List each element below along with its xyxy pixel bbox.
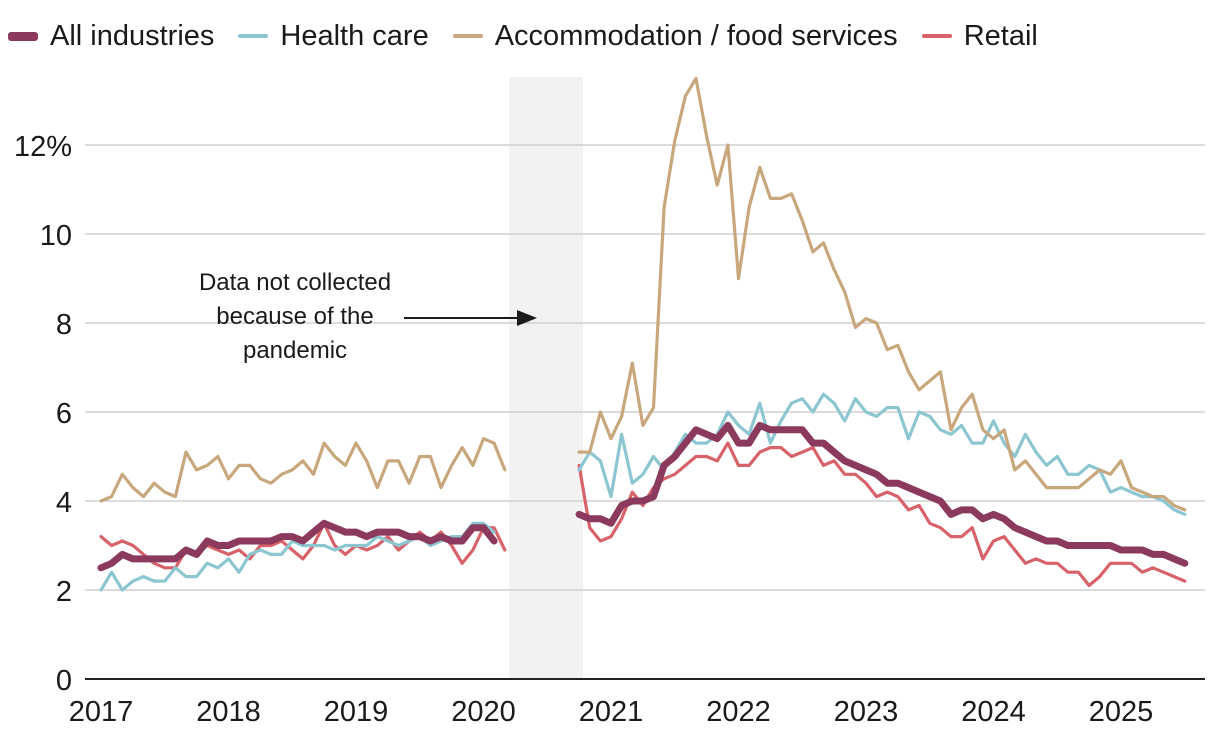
legend: All industries Health care Accommodation… <box>8 14 1062 58</box>
series-lines <box>97 76 1189 592</box>
y-tick-label-6: 6 <box>56 398 72 430</box>
series-line-health-care-segment-2 <box>577 392 1187 517</box>
y-tick-label-8: 8 <box>56 309 72 341</box>
x-axis-tick-labels: 2017 2018 2019 2020 2021 2022 2023 2024 2025 <box>69 696 1154 728</box>
series-line-retail-segment-2 <box>577 441 1187 588</box>
legend-item-accommodation-food-services: Accommodation / food services <box>452 19 898 53</box>
x-tick-label-2021: 2021 <box>579 696 644 728</box>
series-accommodation-food-services <box>99 76 1187 512</box>
x-tick-label-2025: 2025 <box>1089 696 1154 728</box>
legend-label-retail: Retail <box>963 19 1038 52</box>
series-line-accommodation-food-services-segment-1 <box>99 437 507 503</box>
y-tick-label-2: 2 <box>56 576 72 608</box>
series-all-industries <box>97 421 1189 572</box>
legend-swatch-all-industries <box>8 31 38 41</box>
annotation-arrow-head <box>517 310 537 326</box>
legend-swatch-accommodation-food-services <box>452 34 483 38</box>
x-tick-label-2023: 2023 <box>834 696 899 728</box>
legend-label-accommodation-food-services: Accommodation / food services <box>494 19 898 52</box>
annotation-line-3: pandemic <box>242 337 348 364</box>
legend-swatch-retail <box>921 34 952 38</box>
x-tick-label-2017: 2017 <box>69 696 134 728</box>
series-line-all-industries-segment-1 <box>97 519 498 572</box>
y-axis-tick-labels: 0 2 4 6 8 10 12% <box>14 131 72 697</box>
y-tick-label-4: 4 <box>56 487 72 519</box>
y-tick-label-10: 10 <box>40 220 72 252</box>
annotation-line-2: because of the <box>216 303 374 330</box>
pandemic-shaded-region <box>509 77 583 679</box>
x-tick-label-2022: 2022 <box>706 696 771 728</box>
legend-label-all-industries: All industries <box>50 19 215 52</box>
x-tick-label-2020: 2020 <box>451 696 516 728</box>
gridlines <box>85 144 1205 680</box>
legend-item-health-care: Health care <box>238 19 429 53</box>
annotation-line-1: Data not collected <box>198 269 392 296</box>
series-line-all-industries-segment-2 <box>575 421 1189 567</box>
x-tick-label-2019: 2019 <box>324 696 389 728</box>
legend-item-retail: Retail <box>921 19 1038 53</box>
legend-swatch-health-care <box>238 34 269 38</box>
legend-item-all-industries: All industries <box>8 20 214 53</box>
legend-label-health-care: Health care <box>280 19 429 52</box>
x-tick-label-2024: 2024 <box>961 696 1026 728</box>
y-tick-label-12: 12% <box>14 131 72 163</box>
series-line-accommodation-food-services-segment-2 <box>577 76 1187 512</box>
annotation-text: Data not collected because of the pandem… <box>186 266 404 368</box>
y-tick-label-0: 0 <box>56 665 72 697</box>
x-tick-label-2018: 2018 <box>196 696 261 728</box>
